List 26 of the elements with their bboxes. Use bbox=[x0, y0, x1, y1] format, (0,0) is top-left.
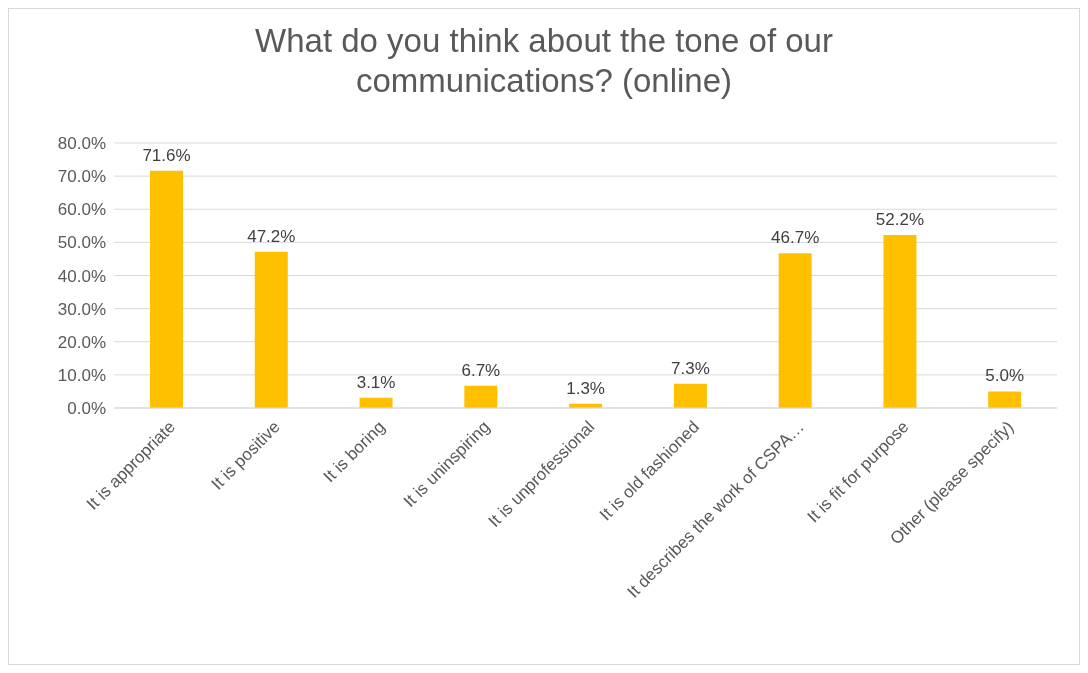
data-label: 5.0% bbox=[985, 366, 1025, 386]
data-label: 6.7% bbox=[461, 360, 501, 380]
y-tick-label: 50.0% bbox=[57, 233, 106, 253]
y-tick-label: 40.0% bbox=[57, 266, 106, 286]
bar bbox=[883, 235, 917, 408]
bar bbox=[464, 385, 498, 408]
data-label: 3.1% bbox=[356, 372, 396, 392]
bar bbox=[673, 383, 707, 408]
bar bbox=[150, 170, 183, 408]
y-tick-label: 20.0% bbox=[57, 332, 106, 352]
data-label: 7.3% bbox=[671, 358, 710, 378]
data-label: 52.2% bbox=[875, 210, 925, 230]
y-tick-label: 60.0% bbox=[57, 200, 106, 220]
data-label: 47.2% bbox=[247, 226, 296, 246]
y-tick-label: 30.0% bbox=[57, 299, 106, 319]
y-tick-label: 70.0% bbox=[57, 167, 106, 187]
data-label: 71.6% bbox=[142, 145, 191, 165]
data-label: 46.7% bbox=[771, 228, 820, 248]
y-tick-label: 80.0% bbox=[57, 134, 106, 154]
bar bbox=[254, 251, 288, 408]
y-tick-label: 0.0% bbox=[67, 399, 106, 419]
bar bbox=[778, 253, 812, 408]
chart-title: What do you think about the tone of our communications? (online) bbox=[254, 21, 834, 101]
bar bbox=[988, 391, 1022, 408]
y-tick-label: 10.0% bbox=[57, 365, 106, 385]
data-label: 1.3% bbox=[566, 378, 605, 398]
